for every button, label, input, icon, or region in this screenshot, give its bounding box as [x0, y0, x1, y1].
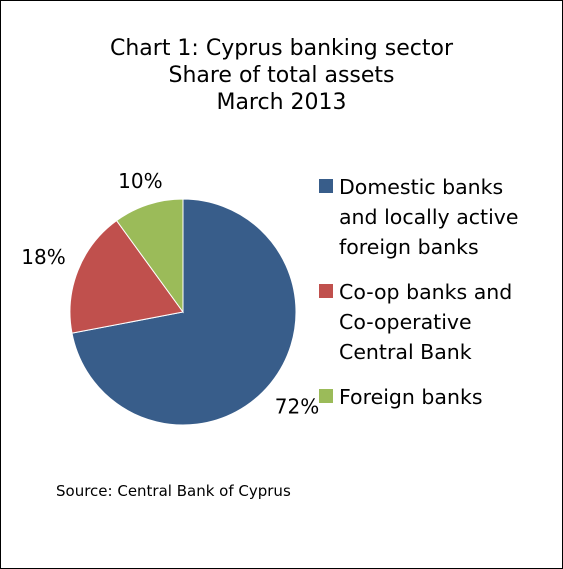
- chart-source-note: Source: Central Bank of Cyprus: [56, 482, 291, 500]
- legend-swatch-co-op-banks: [319, 284, 333, 298]
- pie-value-labels: 72% 18% 10%: [21, 169, 319, 418]
- chart-title-line-2: Share of total assets: [168, 63, 395, 88]
- legend-swatch-domestic-banks: [319, 179, 333, 193]
- legend-item-domestic-banks: Domestic banks and locally active foreig…: [319, 172, 559, 262]
- chart-title-line-3: March 2013: [216, 90, 347, 115]
- legend-label-line: Co-operative: [339, 310, 472, 334]
- pie-slices: [69, 198, 297, 426]
- legend-item-co-op-banks: Co-op banks and Co-operative Central Ban…: [319, 277, 559, 367]
- chart-legend: Domestic banks and locally active foreig…: [319, 172, 559, 412]
- pie-value-label-co-op-banks: 18%: [21, 245, 65, 269]
- pie-value-label-foreign-banks: 10%: [118, 169, 162, 193]
- pie-slice-co-op-banks: [69, 219, 184, 334]
- legend-item-foreign-banks: Foreign banks: [319, 382, 559, 412]
- chart-title: Chart 1: Cyprus banking sector Share of …: [1, 35, 562, 116]
- legend-label-line: Domestic banks: [339, 175, 504, 199]
- chart-title-line-1: Chart 1: Cyprus banking sector: [109, 36, 453, 61]
- legend-label-line: Central Bank: [339, 340, 472, 364]
- legend-swatch-foreign-banks: [319, 389, 333, 403]
- pie-slice-domestic-banks: [71, 198, 297, 426]
- legend-label-line: foreign banks: [339, 235, 479, 259]
- pie-slice-foreign-banks: [115, 198, 184, 314]
- pie-value-label-domestic-banks: 72%: [275, 394, 319, 418]
- legend-label-line: Co-op banks and: [339, 280, 513, 304]
- legend-label-line: Foreign banks: [339, 385, 483, 409]
- legend-label-line: and locally active: [339, 205, 519, 229]
